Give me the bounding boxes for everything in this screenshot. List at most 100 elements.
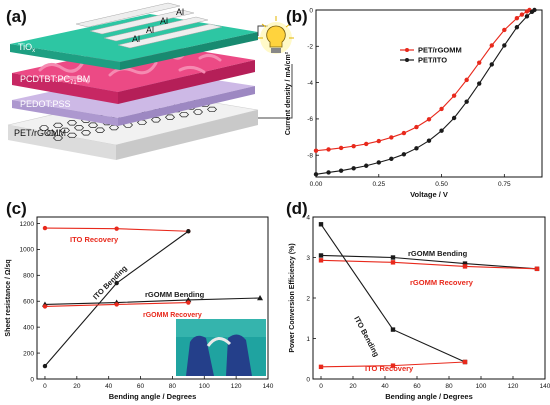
- data-point: [451, 93, 457, 98]
- y-tick-label: 200: [23, 350, 34, 357]
- annotation-rgomm-bending: rGOMM Bending: [408, 249, 468, 258]
- x-tick-label: 40: [381, 383, 389, 390]
- data-point: [502, 27, 507, 33]
- data-point: [390, 255, 396, 260]
- data-point: [390, 260, 396, 265]
- data-point: [338, 168, 344, 173]
- x-tick-label: 20: [349, 383, 357, 390]
- data-point: [186, 229, 191, 234]
- annotation-ito-bending: ITO Bending: [91, 263, 129, 301]
- x-tick-label: 100: [476, 383, 487, 390]
- data-point: [376, 160, 381, 165]
- data-point: [439, 106, 444, 112]
- data-point: [426, 138, 432, 143]
- chart-b: 0.00 0.25 0.50 0.75 0 -2 -4 -6 -8 Voltage / V Curr…: [285, 7, 543, 199]
- x-tick-label: 80: [169, 383, 177, 390]
- al-label-1: Al: [132, 34, 140, 44]
- series-line-0: [320, 254, 538, 270]
- data-point: [514, 15, 520, 21]
- al-label-3: Al: [146, 25, 154, 35]
- series-line-0: [315, 9, 530, 152]
- annotation-rgomm-bending: rGOMM Bending: [145, 290, 205, 299]
- y-tick-label: 1: [306, 336, 310, 343]
- active-layer-label: PCDTBT:PC71BM: [20, 74, 90, 86]
- y-tick-label: 4: [306, 214, 310, 221]
- x-tick-label: 0.50: [435, 181, 448, 188]
- y-tick-label: 1200: [20, 221, 35, 228]
- data-point: [401, 152, 407, 157]
- data-point: [414, 146, 419, 151]
- data-point: [42, 363, 48, 369]
- substrate-label: PET/rGOMM: [14, 128, 66, 138]
- data-point: [364, 163, 369, 168]
- al-label-4: Al: [176, 7, 184, 17]
- left-glove: [186, 335, 214, 376]
- annotation-ito-recovery: ITO Recovery: [365, 364, 414, 373]
- data-point: [376, 138, 381, 144]
- data-point: [114, 280, 119, 286]
- data-point: [519, 12, 525, 17]
- data-point: [532, 7, 537, 13]
- right-glove: [226, 334, 252, 376]
- data-point: [390, 363, 396, 368]
- annotation-ito-recovery: ITO Recovery: [70, 235, 119, 244]
- data-point: [464, 77, 469, 83]
- data-point: [313, 148, 319, 153]
- panel-c-label: (c): [6, 199, 27, 218]
- y-axis-label: Sheet resistance / Ω/sq: [5, 259, 12, 336]
- panel-b-label: (b): [286, 7, 308, 26]
- annotation-rgomm-recovery: rGOMM Recovery: [143, 312, 202, 319]
- data-point: [462, 261, 468, 266]
- data-point: [351, 166, 356, 171]
- y-tick-label: 600: [23, 299, 34, 306]
- x-axis-label: Voltage / V: [410, 190, 448, 199]
- data-point: [318, 253, 324, 258]
- x-tick-label: 20: [73, 383, 81, 390]
- data-point: [514, 25, 520, 30]
- x-tick-label: 0.00: [310, 181, 323, 188]
- x-tick-label: 0.25: [372, 181, 385, 188]
- legend-label: PET/rGOMM: [418, 46, 462, 55]
- y-tick-label: 800: [23, 273, 34, 280]
- legend-marker: [405, 58, 409, 62]
- annotation-ito-bending: ITO Bending: [352, 315, 381, 359]
- pedot-label: PEDOT:PSS: [20, 99, 71, 109]
- data-point: [414, 124, 419, 130]
- bent-film: [206, 337, 232, 347]
- lightbulb-icon: [258, 16, 294, 54]
- data-point: [42, 225, 48, 231]
- data-point: [489, 62, 494, 67]
- x-tick-label: 80: [445, 383, 453, 390]
- data-point: [451, 115, 457, 121]
- data-point: [462, 264, 468, 269]
- al-electrodes: [75, 2, 223, 49]
- x-tick-label: 140: [263, 383, 274, 390]
- y-axis-label: Current density / mA/cm²: [285, 51, 292, 135]
- data-point: [389, 156, 394, 162]
- x-tick-label: 120: [231, 383, 242, 390]
- data-point: [364, 141, 369, 147]
- data-point: [439, 128, 444, 133]
- series-line-1: [315, 9, 535, 175]
- panel-a-label: (a): [6, 7, 27, 26]
- annotation-rgomm-recovery: rGOMM Recovery: [410, 278, 474, 287]
- data-point: [390, 327, 396, 332]
- y-tick-label: -8: [307, 153, 313, 160]
- data-point: [477, 60, 482, 65]
- x-tick-label: 0: [43, 383, 47, 390]
- data-point: [351, 143, 356, 149]
- plot-frame: [315, 9, 543, 178]
- x-tick-label: 120: [508, 383, 519, 390]
- data-point: [318, 258, 324, 263]
- data-point: [389, 135, 394, 140]
- y-tick-label: 0: [30, 376, 34, 383]
- data-point: [524, 14, 530, 19]
- data-point: [489, 43, 494, 48]
- data-point: [318, 222, 324, 227]
- y-tick-label: 0: [309, 7, 313, 14]
- al-label-2: Al: [160, 16, 168, 26]
- data-point: [426, 117, 432, 122]
- data-point: [534, 266, 540, 272]
- data-point: [326, 147, 331, 152]
- y-tick-label: 1000: [20, 247, 35, 254]
